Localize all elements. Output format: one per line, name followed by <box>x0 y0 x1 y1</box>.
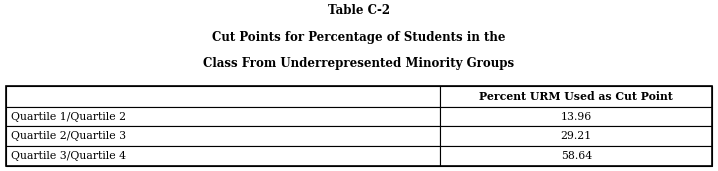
Bar <box>440 107 712 127</box>
Text: Class From Underrepresented Minority Groups: Class From Underrepresented Minority Gro… <box>203 57 515 70</box>
Text: Quartile 1/Quartile 2: Quartile 1/Quartile 2 <box>11 112 126 122</box>
Text: Quartile 3/Quartile 4: Quartile 3/Quartile 4 <box>11 151 126 161</box>
Bar <box>6 107 440 127</box>
Bar <box>6 86 712 166</box>
Text: Table C-2: Table C-2 <box>328 4 390 17</box>
Bar <box>6 86 440 107</box>
Bar <box>440 86 712 107</box>
Text: Percent URM Used as Cut Point: Percent URM Used as Cut Point <box>480 91 673 102</box>
Bar <box>440 146 712 166</box>
Text: 29.21: 29.21 <box>561 131 592 141</box>
Bar <box>6 127 440 146</box>
Text: 58.64: 58.64 <box>561 151 592 161</box>
Text: Cut Points for Percentage of Students in the: Cut Points for Percentage of Students in… <box>213 31 505 44</box>
Text: 13.96: 13.96 <box>561 112 592 122</box>
Bar <box>440 127 712 146</box>
Bar <box>6 146 440 166</box>
Text: Quartile 2/Quartile 3: Quartile 2/Quartile 3 <box>11 131 126 141</box>
